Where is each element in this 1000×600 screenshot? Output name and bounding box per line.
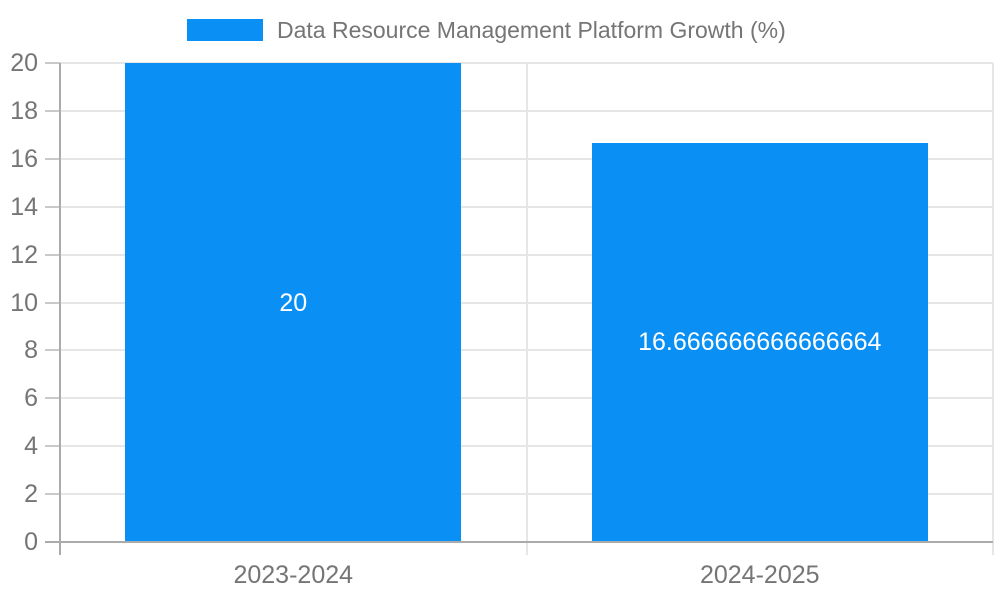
y-axis-label: 0 (24, 528, 38, 556)
bar-2023-2024 (125, 63, 462, 542)
y-axis-label: 8 (24, 336, 38, 365)
y-tick (45, 157, 60, 160)
gridline (525, 63, 528, 555)
y-tick (45, 205, 60, 208)
y-tick (45, 397, 60, 400)
y-axis-label: 18 (10, 96, 38, 125)
y-tick (45, 349, 60, 352)
y-axis-label: 2 (24, 480, 38, 509)
y-axis-label: 6 (24, 384, 38, 413)
y-tick (45, 109, 60, 112)
legend-swatch-icon (187, 19, 263, 41)
legend-label: Data Resource Management Platform Growth… (277, 17, 786, 43)
y-axis-label: 12 (10, 240, 38, 269)
y-tick (45, 62, 60, 64)
bar-value-label: 20 (279, 288, 308, 317)
x-axis-line (45, 541, 993, 543)
y-tick (45, 253, 60, 256)
bar-value-label: 16.666666666666664 (638, 328, 882, 357)
y-axis-label: 20 (10, 49, 38, 77)
x-axis-label: 2023-2024 (233, 561, 354, 589)
y-tick (45, 445, 60, 448)
x-axis-label: 2024-2025 (699, 561, 820, 589)
chart-legend: Data Resource Management Platform Growth… (187, 17, 786, 43)
y-axis-label: 4 (24, 432, 38, 461)
y-tick (45, 493, 60, 496)
bar-2024-2025 (591, 142, 928, 542)
gridline (992, 63, 994, 555)
y-axis-label: 14 (10, 192, 38, 221)
y-tick (45, 301, 60, 304)
y-axis-label: 10 (10, 288, 38, 317)
y-axis-line (59, 63, 61, 555)
y-axis-label: 16 (10, 144, 38, 173)
